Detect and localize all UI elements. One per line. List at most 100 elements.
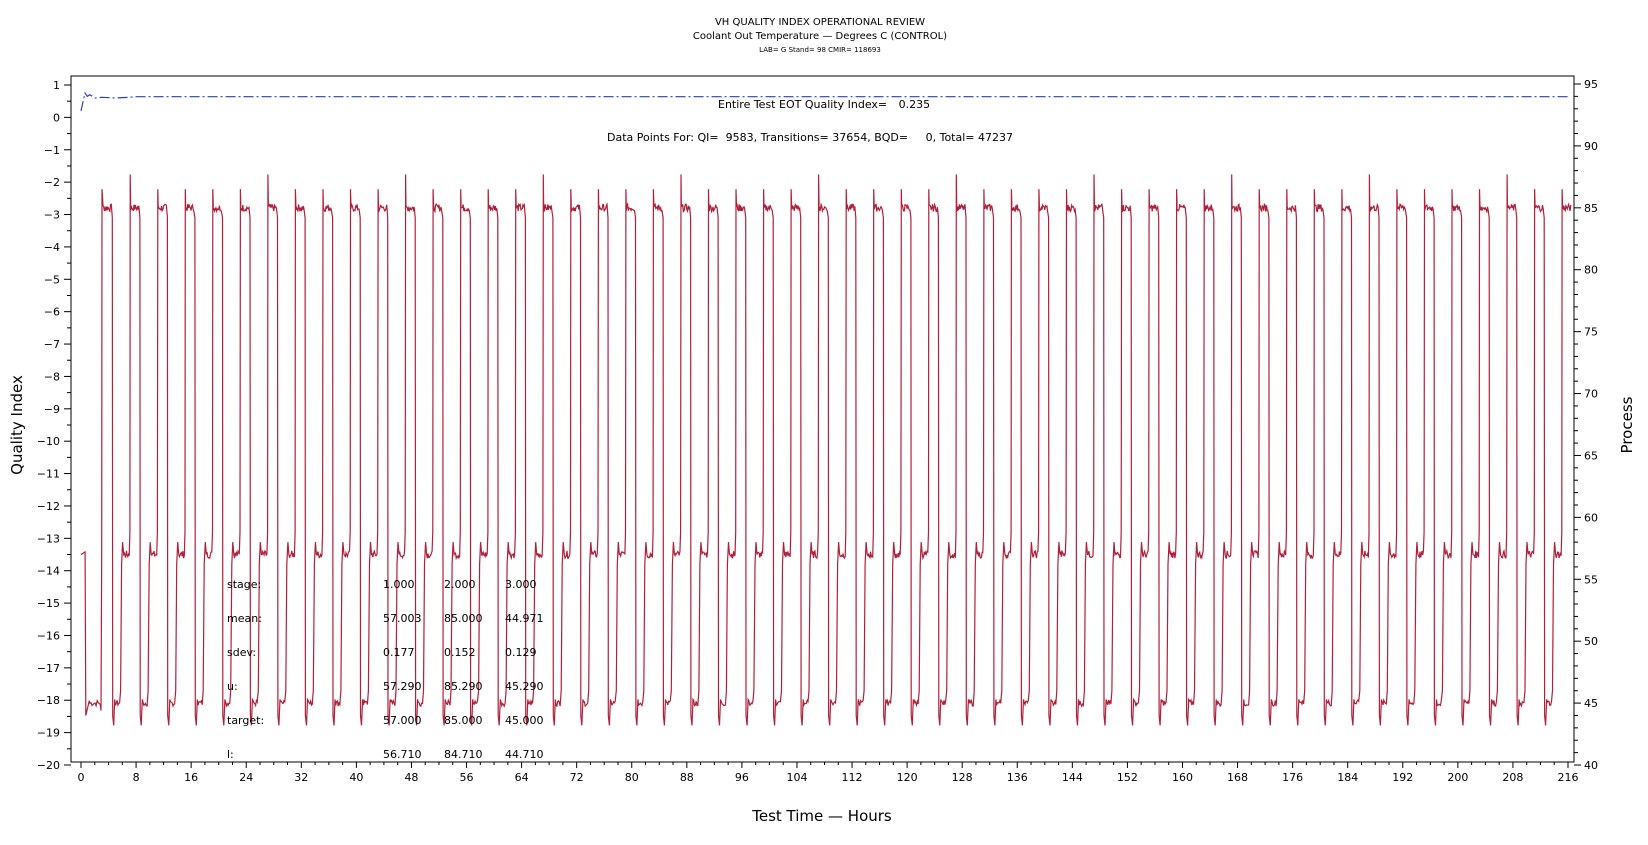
y-right-tick-label: 55	[1584, 573, 1598, 586]
stats-value: 85.000	[444, 714, 483, 727]
y-right-tick-label: 45	[1584, 697, 1598, 710]
stats-value: 44.971	[505, 612, 544, 625]
x-tick-label: 112	[842, 771, 863, 784]
y-right-tick-label: 40	[1584, 759, 1598, 772]
stats-value: 3.000	[505, 578, 537, 591]
x-tick-label: 128	[952, 771, 973, 784]
x-tick-label: 48	[404, 771, 418, 784]
y-axis-right-label: Process	[1618, 396, 1636, 453]
x-tick-label: 0	[78, 771, 85, 784]
x-tick-label: 208	[1502, 771, 1523, 784]
y-right-tick-label: 65	[1584, 449, 1598, 462]
y-axis-right: 40 45 50 55 60 65 70 75 80 85 90 95	[1574, 78, 1598, 772]
data-points-summary: Data Points For: QI= 9583, Transitions= …	[607, 131, 1013, 144]
y-left-tick-label: −12	[37, 500, 60, 513]
y-right-tick-label: 80	[1584, 264, 1598, 277]
y-left-tick-label: −5	[44, 273, 60, 286]
x-tick-label: 80	[625, 771, 639, 784]
quality-index-series-line	[80, 91, 1568, 112]
plot-area	[70, 75, 1575, 763]
y-axis-left-label: Quality Index	[8, 375, 26, 475]
stats-value: 56.710	[383, 748, 422, 761]
stats-value: 44.710	[505, 748, 544, 761]
stats-row-label: sdev:	[227, 646, 256, 659]
x-tick-label: 120	[897, 771, 918, 784]
x-tick-label: 136	[1007, 771, 1028, 784]
stats-value: 45.290	[505, 680, 544, 693]
quality-index-label-text: Entire Test EOT Quality Index=	[718, 98, 887, 111]
y-left-tick-label: −20	[37, 759, 60, 772]
stats-value: 85.000	[444, 612, 483, 625]
x-tick-label: 56	[460, 771, 474, 784]
y-left-tick-label: −18	[37, 694, 60, 707]
x-tick-label: 184	[1337, 771, 1358, 784]
stats-value: 0.129	[505, 646, 537, 659]
x-tick-label: 192	[1392, 771, 1413, 784]
x-tick-label: 200	[1447, 771, 1468, 784]
quality-index-value: 0.235	[899, 98, 931, 111]
stats-row-label: u:	[227, 680, 238, 693]
y-right-tick-label: 70	[1584, 388, 1598, 401]
y-left-tick-label: −11	[37, 468, 60, 481]
y-left-tick-label: −6	[44, 306, 60, 319]
stats-value: 57.290	[383, 680, 422, 693]
stats-value: 84.710	[444, 748, 483, 761]
stats-row-label: target:	[227, 714, 264, 727]
y-left-tick-label: −16	[37, 629, 60, 642]
chart-subtitle: Coolant Out Temperature — Degrees C (CON…	[693, 31, 947, 42]
stats-value: 0.177	[383, 646, 415, 659]
stats-row-label: mean:	[227, 612, 262, 625]
stats-value: 57.000	[383, 714, 422, 727]
y-axis-left: 1 0 −1 −2 −3 −4 −5 −6 −7 −8 −9 −10 −11 −12 −13 −14 −15 −1…	[37, 79, 71, 772]
chart-subtitle-2: LAB= G Stand= 98 CMIR= 118693	[759, 46, 881, 54]
y-left-tick-label: −14	[37, 565, 60, 578]
stats-row-label: l:	[227, 748, 234, 761]
x-tick-label: 72	[570, 771, 584, 784]
stats-value: 85.290	[444, 680, 483, 693]
x-tick-label: 64	[515, 771, 529, 784]
y-right-tick-label: 95	[1584, 78, 1598, 91]
y-left-tick-label: −17	[37, 662, 60, 675]
y-left-tick-label: −2	[44, 176, 60, 189]
y-left-tick-label: 1	[53, 79, 60, 92]
series-layer	[80, 91, 1572, 726]
y-left-tick-label: −3	[44, 209, 60, 222]
y-left-tick-label: −7	[44, 338, 60, 351]
x-tick-label: 176	[1282, 771, 1303, 784]
x-axis: 0 8 16 24 32 40 48 56 64 72 80 88 96 104 112 120 128 136 1…	[78, 762, 1579, 784]
y-right-tick-label: 50	[1584, 635, 1598, 648]
chart-title: VH QUALITY INDEX OPERATIONAL REVIEW	[715, 17, 925, 28]
y-left-tick-label: −15	[37, 597, 60, 610]
y-left-tick-label: −19	[37, 727, 60, 740]
x-tick-label: 144	[1062, 771, 1083, 784]
stats-row-label: stage:	[227, 578, 261, 591]
x-tick-label: 32	[294, 771, 308, 784]
y-left-tick-label: 0	[53, 111, 60, 124]
x-tick-label: 96	[735, 771, 749, 784]
y-right-tick-label: 90	[1584, 140, 1598, 153]
y-left-tick-label: −4	[44, 241, 60, 254]
process-series-line	[80, 174, 1572, 726]
x-axis-label: Test Time — Hours	[751, 807, 892, 825]
stats-table: stage: 1.000 2.000 3.000 mean: 57.003 85.000 44…	[227, 578, 544, 761]
x-tick-label: 168	[1227, 771, 1248, 784]
stats-value: 57.003	[383, 612, 422, 625]
y-left-tick-label: −8	[44, 370, 60, 383]
x-tick-label: 216	[1558, 771, 1579, 784]
x-tick-label: 152	[1117, 771, 1138, 784]
stats-value: 2.000	[444, 578, 476, 591]
y-right-tick-label: 75	[1584, 326, 1598, 339]
x-tick-label: 16	[184, 771, 198, 784]
y-left-tick-label: −13	[37, 532, 60, 545]
x-tick-label: 24	[239, 771, 253, 784]
x-tick-label: 104	[786, 771, 807, 784]
y-left-tick-label: −9	[44, 403, 60, 416]
quality-index-label: Entire Test EOT Quality Index= 0.235	[718, 98, 930, 111]
y-left-tick-label: −1	[44, 144, 60, 157]
x-tick-label: 88	[680, 771, 694, 784]
y-right-tick-label: 85	[1584, 202, 1598, 215]
y-right-tick-label: 60	[1584, 511, 1598, 524]
x-tick-label: 8	[133, 771, 140, 784]
x-tick-label: 160	[1172, 771, 1193, 784]
